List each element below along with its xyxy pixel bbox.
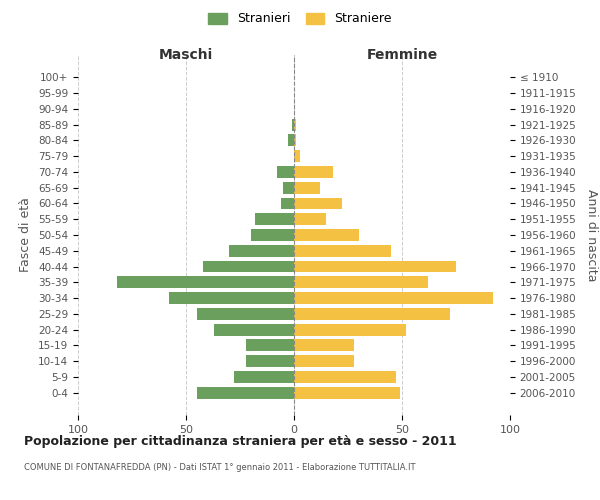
Bar — [247, 356, 294, 367]
Bar — [292, 118, 294, 130]
Bar — [294, 150, 301, 162]
Bar — [233, 371, 294, 383]
Bar — [294, 308, 449, 320]
Bar — [294, 260, 456, 272]
Bar — [197, 308, 294, 320]
Bar — [203, 260, 294, 272]
Bar — [294, 118, 296, 130]
Text: Popolazione per cittadinanza straniera per età e sesso - 2011: Popolazione per cittadinanza straniera p… — [24, 435, 457, 448]
Legend: Stranieri, Straniere: Stranieri, Straniere — [205, 8, 395, 29]
Bar — [294, 229, 359, 241]
Bar — [294, 387, 400, 398]
Bar — [281, 198, 294, 209]
Bar — [287, 134, 294, 146]
Bar — [169, 292, 294, 304]
Bar — [294, 198, 341, 209]
Text: Maschi: Maschi — [159, 48, 213, 62]
Bar — [294, 340, 355, 351]
Bar — [294, 371, 395, 383]
Bar — [294, 324, 406, 336]
Bar — [255, 214, 294, 225]
Y-axis label: Fasce di età: Fasce di età — [19, 198, 32, 272]
Bar — [294, 134, 296, 146]
Text: COMUNE DI FONTANAFREDDA (PN) - Dati ISTAT 1° gennaio 2011 - Elaborazione TUTTITA: COMUNE DI FONTANAFREDDA (PN) - Dati ISTA… — [24, 462, 415, 471]
Bar — [214, 324, 294, 336]
Bar — [294, 166, 333, 178]
Bar — [197, 387, 294, 398]
Bar — [294, 356, 355, 367]
Bar — [294, 276, 428, 288]
Bar — [283, 182, 294, 194]
Bar — [117, 276, 294, 288]
Bar — [294, 245, 391, 256]
Bar — [247, 340, 294, 351]
Bar — [229, 245, 294, 256]
Text: Femmine: Femmine — [367, 48, 437, 62]
Bar — [294, 182, 320, 194]
Bar — [294, 214, 326, 225]
Bar — [251, 229, 294, 241]
Bar — [277, 166, 294, 178]
Y-axis label: Anni di nascita: Anni di nascita — [585, 188, 598, 281]
Bar — [294, 292, 493, 304]
